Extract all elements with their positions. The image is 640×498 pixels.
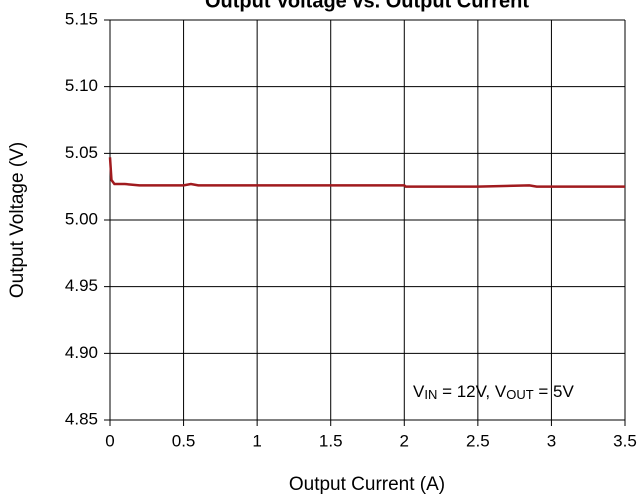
y-tick-label: 5.15	[65, 9, 98, 28]
annotation-part: = 5V	[534, 382, 575, 401]
y-tick-label: 4.85	[65, 409, 98, 428]
annotation-part: IN	[424, 387, 437, 402]
y-axis-label: Output Voltage (V)	[7, 142, 28, 298]
data-line	[108, 157, 625, 188]
x-tick-label: 3	[547, 431, 556, 450]
x-tick-label: 2	[400, 431, 409, 450]
x-tick-label: 0	[105, 431, 114, 450]
annotation-part: V	[413, 382, 425, 401]
y-tick-label: 5.05	[65, 143, 98, 162]
x-tick-label: 0.5	[172, 431, 196, 450]
annotation-part: OUT	[506, 387, 534, 402]
y-tick-label: 4.90	[65, 343, 98, 362]
annotation: VIN = 12V, VOUT = 5V	[413, 382, 574, 402]
chart-title: Output Voltage vs. Output Current	[205, 0, 529, 12]
x-tick-label: 2.5	[466, 431, 490, 450]
y-tick-label: 4.95	[65, 276, 98, 295]
annotation-part: = 12V, V	[437, 382, 507, 401]
y-tick-label: 5.00	[65, 209, 98, 228]
x-tick-label: 1.5	[319, 431, 343, 450]
x-tick-label: 1	[252, 431, 261, 450]
x-axis-label: Output Current (A)	[289, 474, 445, 495]
y-tick-label: 5.10	[65, 76, 98, 95]
x-tick-label: 3.5	[613, 431, 637, 450]
